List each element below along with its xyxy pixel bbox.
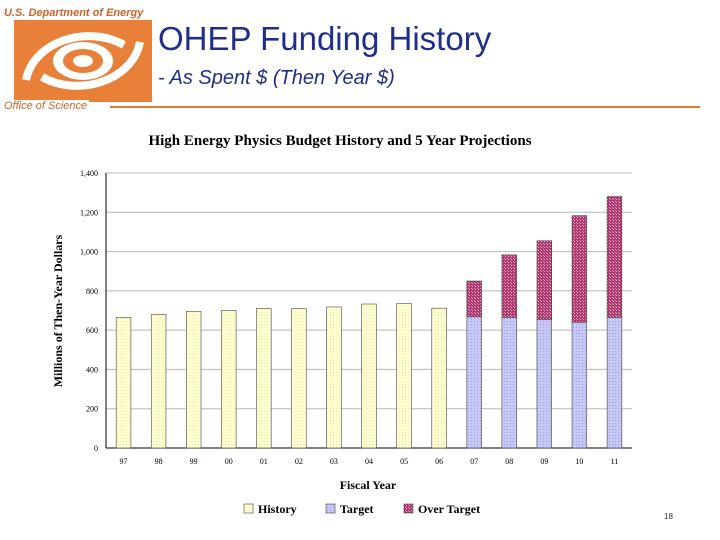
bar-over-target bbox=[501, 254, 517, 318]
bar-history bbox=[221, 310, 237, 449]
x-tick-label: 11 bbox=[611, 457, 619, 466]
bar-history bbox=[115, 317, 132, 449]
page-number: 18 bbox=[664, 512, 673, 521]
x-tick-label: 98 bbox=[155, 457, 163, 466]
legend-swatch bbox=[243, 503, 254, 514]
bar-history bbox=[256, 308, 272, 449]
y-tick-label: 1,200 bbox=[80, 208, 98, 217]
x-tick-label: 99 bbox=[190, 457, 198, 466]
y-tick-label: 0 bbox=[94, 444, 98, 453]
doe-logo-icon bbox=[14, 20, 152, 102]
x-axis-label: Fiscal Year bbox=[340, 478, 397, 492]
bar-history bbox=[326, 306, 342, 449]
page-title: OHEP Funding History bbox=[158, 20, 492, 57]
chart-title: High Energy Physics Budget History and 5… bbox=[148, 133, 531, 149]
bar-over-target bbox=[606, 196, 623, 318]
legend-label: Target bbox=[340, 502, 374, 516]
bar-history bbox=[186, 311, 202, 449]
legend-swatch bbox=[325, 503, 336, 514]
bar-target bbox=[571, 321, 588, 449]
x-tick-label: 07 bbox=[470, 457, 478, 466]
x-tick-label: 08 bbox=[505, 457, 513, 466]
bar-target bbox=[466, 316, 482, 449]
x-tick-label: 06 bbox=[435, 457, 443, 466]
y-tick-label: 600 bbox=[86, 326, 98, 335]
y-tick-label: 400 bbox=[86, 365, 98, 374]
legend-label: History bbox=[258, 502, 297, 516]
x-tick-label: 04 bbox=[365, 457, 373, 466]
bar-target bbox=[536, 319, 552, 449]
bar-history bbox=[431, 307, 447, 449]
bar-target bbox=[606, 317, 623, 449]
y-tick-label: 1,400 bbox=[80, 169, 98, 178]
org-name-bottom: Office of Science bbox=[4, 100, 90, 112]
bar-over-target bbox=[571, 215, 588, 323]
bar-history bbox=[291, 308, 307, 449]
y-axis-label: Millions of Then-Year Dollars bbox=[51, 234, 65, 387]
bar-history bbox=[361, 303, 377, 449]
x-tick-label: 09 bbox=[540, 457, 548, 466]
legend-label: Over Target bbox=[418, 502, 480, 516]
x-tick-label: 02 bbox=[295, 457, 303, 466]
bar-over-target bbox=[536, 240, 552, 320]
bar-over-target bbox=[466, 280, 482, 318]
legend-swatch bbox=[403, 503, 414, 514]
page-subtitle: - As Spent $ (Then Year $) bbox=[158, 67, 395, 89]
x-tick-label: 97 bbox=[120, 457, 128, 466]
bar-target bbox=[501, 317, 517, 449]
x-tick-label: 05 bbox=[400, 457, 408, 466]
bar-history bbox=[150, 314, 167, 449]
budget-chart: High Energy Physics Budget History and 5… bbox=[51, 133, 632, 516]
x-tick-label: 10 bbox=[575, 457, 583, 466]
y-tick-label: 800 bbox=[86, 287, 98, 296]
org-name-top: U.S. Department of Energy bbox=[4, 7, 144, 19]
y-tick-label: 1,000 bbox=[80, 248, 98, 257]
x-tick-label: 03 bbox=[330, 457, 338, 466]
header-divider bbox=[110, 106, 700, 108]
bar-history bbox=[396, 303, 412, 449]
x-tick-label: 01 bbox=[260, 457, 268, 466]
x-tick-label: 00 bbox=[225, 457, 233, 466]
y-tick-label: 200 bbox=[86, 405, 98, 414]
